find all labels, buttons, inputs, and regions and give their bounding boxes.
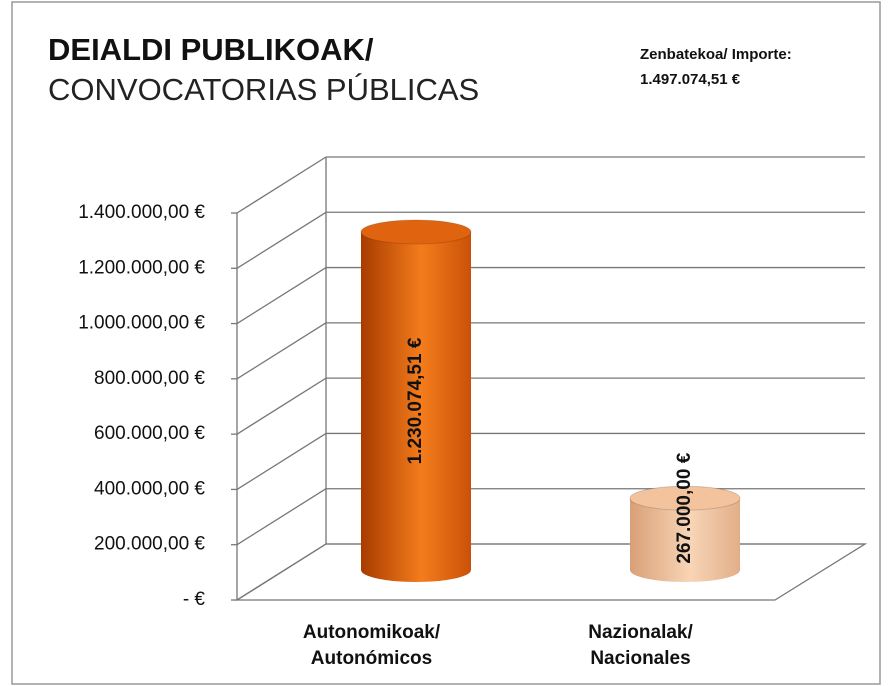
bar: [361, 231, 471, 582]
annotation: 1.497.074,51 €: [640, 71, 741, 88]
floor: [234, 543, 868, 601]
grid-line: [236, 543, 327, 601]
grid-line: [236, 488, 327, 546]
grid-line: [236, 322, 327, 380]
y-tick-label: 1.400.000,00 €: [78, 202, 205, 223]
chart-title: DEIALDI PUBLIKOAK/: [48, 32, 374, 67]
value-label: 1.230.074,51 €: [405, 337, 426, 464]
bar: [630, 498, 740, 582]
y-tick-label: 1.000.000,00 €: [78, 313, 205, 334]
grid-line: [236, 211, 327, 269]
chart-subtitle: CONVOCATORIAS PÚBLICAS: [48, 72, 479, 107]
bar-top: [360, 219, 472, 245]
grid-line: [236, 432, 327, 490]
annotation: Zenbatekoa/ Importe:: [640, 46, 792, 63]
y-tick-label: 800.000,00 €: [94, 368, 205, 389]
y-tick-label: 1.200.000,00 €: [78, 257, 205, 278]
frame: [11, 1, 881, 685]
y-tick-label: 600.000,00 €: [94, 423, 205, 444]
y-tick-label: 400.000,00 €: [94, 478, 205, 499]
grid-line: [236, 156, 327, 214]
y-tick-label: 200.000,00 €: [94, 534, 205, 555]
grid-line: [236, 267, 327, 325]
x-tick-label: Autonomikoak/ Autonómicos: [302, 622, 441, 669]
bar-top: [629, 485, 741, 511]
x-tick-label: Nazionalak/ Nacionales: [588, 622, 693, 669]
value-label: 267.000,00 €: [674, 452, 695, 563]
grid-line: [236, 377, 327, 435]
y-tick-label: - €: [183, 589, 206, 610]
